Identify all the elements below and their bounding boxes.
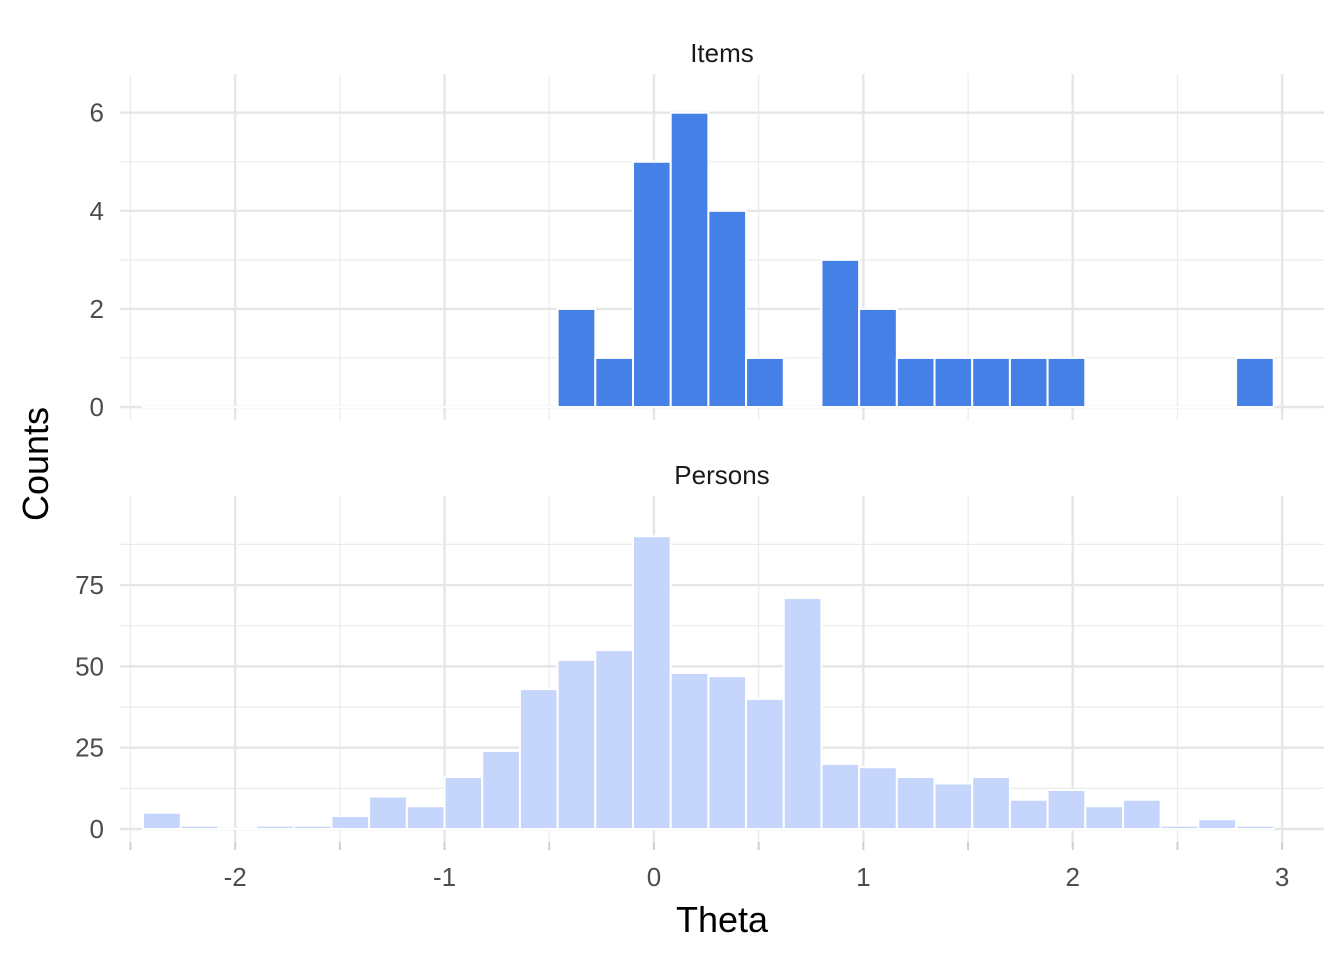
histogram-bar (1235, 824, 1275, 831)
histogram-bar (1235, 356, 1275, 409)
histogram-bar (443, 775, 484, 830)
y-tick-label: 2 (90, 294, 104, 324)
histogram-bar (594, 649, 635, 831)
x-tick-label: 3 (1275, 862, 1289, 892)
histogram-bar (292, 824, 333, 831)
y-axis-title: Counts (15, 407, 56, 521)
histogram-bar (179, 824, 220, 831)
items-facet-title: Items (690, 38, 754, 68)
histogram-bar (745, 356, 785, 409)
histogram-bar (1046, 788, 1087, 831)
persons-bars (142, 535, 1275, 831)
y-tick-label: 25 (75, 733, 104, 763)
histogram-bar (1159, 824, 1200, 831)
x-tick-label: 1 (856, 862, 870, 892)
histogram-bar (1046, 356, 1087, 409)
histogram-bar (933, 782, 974, 830)
items-panel: Items 0 2 4 6 (90, 38, 1324, 422)
x-tick-label: -2 (224, 862, 247, 892)
x-tick-label: -1 (433, 862, 456, 892)
histogram-bar (895, 775, 936, 830)
x-tick-label: 2 (1065, 862, 1079, 892)
histogram-bar (745, 697, 785, 830)
histogram-bar (669, 111, 710, 408)
persons-panel: Persons 0 25 50 75 (75, 460, 1324, 844)
histogram-bar (1084, 805, 1124, 830)
histogram-bar (518, 688, 559, 830)
histogram-bar (858, 766, 898, 831)
histogram-bar (933, 356, 974, 409)
x-axis-title: Theta (676, 899, 769, 940)
histogram-bar (481, 749, 521, 830)
histogram-bar (707, 209, 748, 408)
histogram-bar (142, 811, 182, 830)
histogram-bar (1121, 798, 1162, 831)
y-tick-label: 75 (75, 570, 104, 600)
histogram-bar (255, 824, 295, 831)
x-axis-tick-labels: -2 -1 0 1 2 3 (224, 862, 1290, 892)
persons-y-tick-labels: 0 25 50 75 (75, 570, 104, 844)
y-tick-label: 4 (90, 196, 104, 226)
histogram-bar (707, 675, 748, 831)
x-tick-label: 0 (647, 862, 661, 892)
histogram-bar (556, 658, 597, 830)
histogram-bar (1008, 356, 1049, 409)
items-bars (142, 111, 1275, 409)
histogram-bar (330, 814, 371, 831)
persons-facet-title: Persons (674, 460, 769, 490)
histogram-bar (782, 597, 823, 831)
histogram-bar (820, 258, 861, 408)
x-axis-ticks (129, 842, 1284, 850)
histogram-bar (971, 775, 1011, 830)
y-tick-label: 6 (90, 98, 104, 128)
histogram-bar (405, 805, 446, 830)
histogram-bar (632, 535, 672, 831)
y-tick-label: 0 (90, 392, 104, 422)
histogram-bar (632, 160, 672, 408)
histogram-bar (556, 307, 597, 408)
items-y-tick-labels: 0 2 4 6 (90, 98, 104, 422)
histogram-bar (594, 356, 635, 409)
histogram-bar (368, 795, 408, 831)
histogram-bar (820, 762, 861, 831)
histogram-bar (1197, 818, 1238, 831)
histogram-bar (895, 356, 936, 409)
y-tick-label: 50 (75, 651, 104, 681)
histogram-bar (971, 356, 1011, 409)
histogram-bar (858, 307, 898, 408)
y-tick-label: 0 (90, 814, 104, 844)
histogram-bar (1008, 798, 1049, 831)
histogram-bar (669, 671, 710, 830)
